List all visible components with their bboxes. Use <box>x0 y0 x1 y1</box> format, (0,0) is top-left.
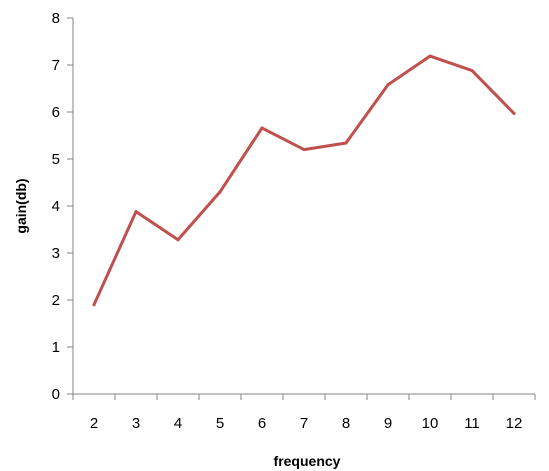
x-axis-label: frequency <box>274 453 341 469</box>
x-tick-label: 3 <box>132 415 140 432</box>
x-axis-ticks: 2 3 4 5 6 7 8 9 10 11 12 <box>72 394 536 432</box>
data-point <box>386 83 390 87</box>
data-point <box>470 69 474 73</box>
data-point <box>344 141 348 145</box>
x-tick-label: 10 <box>422 415 439 432</box>
data-point <box>428 54 432 58</box>
y-tick-label: 3 <box>52 245 60 262</box>
series-line <box>92 54 516 307</box>
series-group <box>92 54 516 307</box>
data-point <box>260 126 264 130</box>
x-tick-label: 5 <box>216 415 224 432</box>
x-tick-label: 6 <box>258 415 266 432</box>
x-tick-label: 4 <box>174 415 182 432</box>
x-tick-label: 11 <box>464 415 480 432</box>
x-tick-label: 2 <box>90 415 98 432</box>
x-tick-label: 8 <box>342 415 350 432</box>
data-point <box>512 111 516 115</box>
data-point <box>134 210 138 214</box>
x-tick-label: 12 <box>506 415 523 432</box>
y-tick-label: 1 <box>52 339 60 356</box>
data-point <box>302 148 306 152</box>
y-axis-ticks: 0 1 2 3 4 5 6 7 8 <box>52 10 73 403</box>
y-tick-label: 4 <box>52 198 60 215</box>
y-axis-label: gain(db) <box>13 178 29 233</box>
y-tick-label: 0 <box>52 386 60 403</box>
y-tick-label: 5 <box>52 151 60 168</box>
y-tick-label: 2 <box>52 292 60 309</box>
x-tick-label: 9 <box>384 415 392 432</box>
y-tick-label: 7 <box>52 57 60 74</box>
x-tick-label: 7 <box>300 415 308 432</box>
data-point <box>176 238 180 242</box>
y-tick-label: 8 <box>52 10 60 27</box>
data-point <box>92 303 96 307</box>
data-point <box>218 190 222 194</box>
y-tick-label: 6 <box>52 104 60 121</box>
